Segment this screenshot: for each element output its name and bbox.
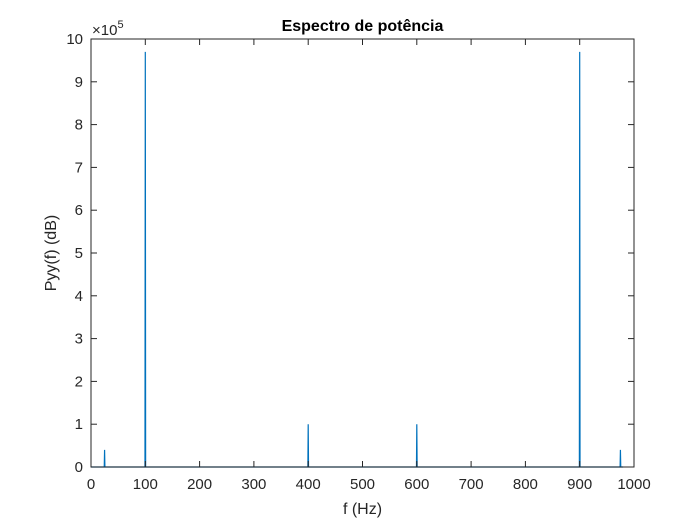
y-tick-label: 8 bbox=[75, 117, 83, 134]
x-tick-label: 500 bbox=[350, 476, 375, 493]
y-axis-multiplier-base: ×10 bbox=[92, 22, 117, 39]
x-tick-label: 700 bbox=[459, 476, 484, 493]
ticks-layer: 0 100 200 300 400 500 600 700 800 900 1000 0 1 2 3 4 5 6 7… bbox=[66, 31, 650, 493]
y-tick-label: 9 bbox=[75, 74, 83, 91]
y-axis-multiplier: ×105 bbox=[92, 19, 124, 39]
y-tick-label: 6 bbox=[75, 202, 83, 219]
y-axis-label: Pyy(f) (dB) bbox=[43, 215, 60, 291]
x-axis-label: f (Hz) bbox=[343, 501, 382, 518]
y-tick-label: 7 bbox=[75, 159, 83, 176]
axes-box bbox=[90, 38, 635, 468]
y-axis-multiplier-exponent: 5 bbox=[117, 19, 123, 31]
x-tick-label: 900 bbox=[567, 476, 592, 493]
x-tick-label: 0 bbox=[87, 476, 95, 493]
x-tick-label: 1000 bbox=[617, 476, 650, 493]
y-tick-label: 1 bbox=[75, 416, 83, 433]
x-tick-label: 100 bbox=[133, 476, 158, 493]
x-tick-label: 800 bbox=[513, 476, 538, 493]
y-tick-label: 0 bbox=[75, 459, 83, 476]
y-tick-label: 4 bbox=[75, 288, 83, 305]
y-tick-label: 2 bbox=[75, 373, 83, 390]
x-tick-label: 400 bbox=[296, 476, 321, 493]
y-tick-label: 3 bbox=[75, 331, 83, 348]
y-tick-label: 5 bbox=[75, 245, 83, 262]
x-tick-label: 200 bbox=[187, 476, 212, 493]
axes-background bbox=[91, 39, 634, 467]
chart-title: Espectro de potência bbox=[282, 18, 444, 35]
y-tick-label: 10 bbox=[66, 31, 83, 48]
x-tick-label: 600 bbox=[404, 476, 429, 493]
x-tick-label: 300 bbox=[241, 476, 266, 493]
